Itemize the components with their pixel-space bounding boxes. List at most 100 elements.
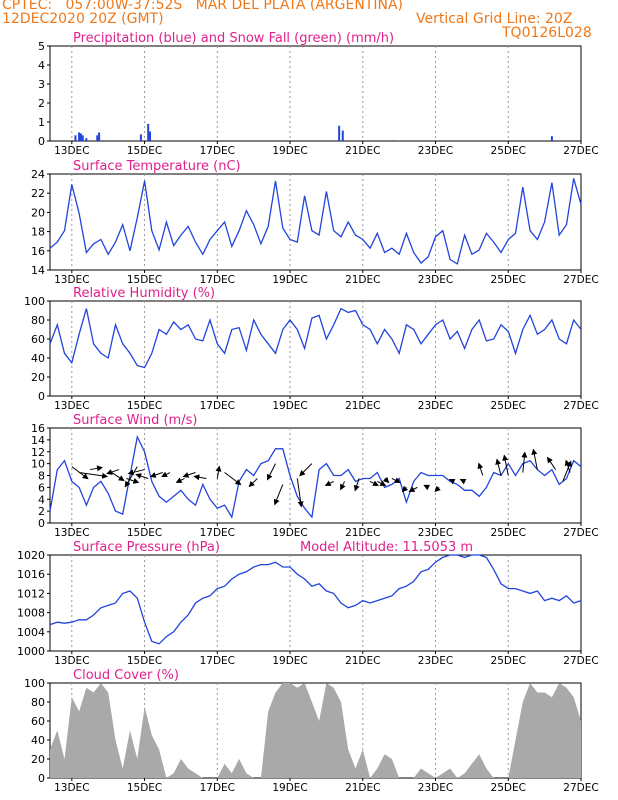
precip-xtick-label: 13DEC bbox=[54, 145, 89, 157]
wind-vector-arrow bbox=[382, 476, 390, 484]
wind-ytick-label: 6 bbox=[38, 481, 45, 494]
temp-xtick-label: 19DEC bbox=[272, 274, 307, 286]
temp-ytick-label: 22 bbox=[31, 187, 45, 200]
pressure-title: Surface Pressure (hPa) bbox=[73, 540, 220, 555]
cloud-ytick-label: 100 bbox=[24, 677, 45, 690]
pressure-frame bbox=[49, 554, 582, 652]
wind-vector-arrow bbox=[111, 472, 125, 482]
wind-vector-arrow bbox=[531, 448, 538, 470]
wind-vector-arrow bbox=[391, 477, 401, 483]
wind-vector-arrow bbox=[124, 466, 138, 488]
wind-vector-arrow bbox=[564, 459, 571, 473]
rh-xtick-label: 25DEC bbox=[491, 400, 526, 412]
pressure-xtick-label: 13DEC bbox=[54, 655, 89, 667]
wind-vector-arrow bbox=[267, 463, 276, 481]
wind-vector-arrow bbox=[149, 472, 163, 478]
wind-ytick-label: 0 bbox=[38, 517, 45, 530]
header-model-id: TQ0126L028 bbox=[502, 25, 592, 41]
pressure-xtick-label: 23DEC bbox=[418, 655, 453, 667]
cloud-xtick-label: 21DEC bbox=[345, 782, 380, 794]
temp-ytick-label: 18 bbox=[31, 226, 45, 239]
pressure-ytick-label: 1012 bbox=[17, 587, 45, 600]
pressure-annotation: Model Altitude: 11.5053 m bbox=[300, 540, 473, 555]
wind-vector-arrow bbox=[502, 454, 509, 476]
wind-xtick-label: 27DEC bbox=[563, 527, 598, 539]
temp-ytick-label: 24 bbox=[31, 168, 45, 181]
wind-vector-arrow bbox=[340, 481, 346, 491]
temp-xtick-label: 21DEC bbox=[345, 274, 380, 286]
precip-bar bbox=[338, 125, 341, 141]
precip-bar bbox=[98, 132, 101, 141]
wind-vector-arrow bbox=[193, 474, 207, 481]
snow-bar bbox=[310, 140, 313, 141]
precip-bar bbox=[79, 133, 82, 141]
temp-xtick-label: 15DEC bbox=[127, 274, 162, 286]
precip-ytick-label: 3 bbox=[38, 78, 45, 91]
temp-xtick-label: 25DEC bbox=[491, 274, 526, 286]
wind-vector-arrow bbox=[175, 477, 185, 483]
wind-xtick-label: 17DEC bbox=[200, 527, 235, 539]
wind-ytick-label: 16 bbox=[31, 422, 45, 435]
precip-ytick-label: 4 bbox=[38, 59, 45, 72]
precip-xtick-label: 21DEC bbox=[345, 145, 380, 157]
precip-bar bbox=[341, 130, 344, 141]
cloud-ytick-label: 60 bbox=[31, 715, 45, 728]
precip-bar bbox=[147, 123, 150, 141]
wind-vector-arrow bbox=[127, 469, 145, 476]
cloud-xtick-label: 25DEC bbox=[491, 782, 526, 794]
cloud-xtick-label: 15DEC bbox=[127, 782, 162, 794]
wind-line bbox=[49, 434, 582, 519]
snow-bar bbox=[561, 140, 564, 141]
precip-xtick-label: 23DEC bbox=[418, 145, 453, 157]
wind-vector-arrow bbox=[248, 478, 258, 488]
wind-vector-arrow bbox=[126, 477, 140, 484]
cloud-xtick-label: 23DEC bbox=[418, 782, 453, 794]
temp-ytick-label: 14 bbox=[31, 264, 45, 277]
cloud-ytick-label: 20 bbox=[31, 753, 45, 766]
pressure-xtick-label: 21DEC bbox=[345, 655, 380, 667]
wind-vector-arrow bbox=[353, 478, 360, 492]
wind-ytick-label: 12 bbox=[31, 446, 45, 459]
cloud-title: Cloud Cover (%) bbox=[73, 668, 179, 683]
precip-ytick-label: 0 bbox=[38, 135, 45, 148]
cloud-ytick-label: 80 bbox=[31, 696, 45, 709]
precip-bar bbox=[96, 135, 99, 141]
rh-title: Relative Humidity (%) bbox=[73, 286, 215, 301]
rh-xtick-label: 13DEC bbox=[54, 400, 89, 412]
cloud-xtick-label: 17DEC bbox=[200, 782, 235, 794]
wind-vector-arrow bbox=[224, 472, 242, 486]
precip-ytick-label: 2 bbox=[38, 97, 45, 110]
pressure-xtick-label: 27DEC bbox=[563, 655, 598, 667]
wind-title: Surface Wind (m/s) bbox=[73, 413, 197, 428]
wind-vector-arrow bbox=[324, 480, 334, 486]
wind-ytick-label: 10 bbox=[31, 458, 45, 471]
snow-bar bbox=[398, 140, 401, 141]
wind-vector-arrow bbox=[495, 458, 502, 476]
precip-bar bbox=[85, 138, 88, 141]
precip-xtick-label: 27DEC bbox=[563, 145, 598, 157]
wind-vector-arrow bbox=[401, 485, 409, 493]
temp-xtick-label: 13DEC bbox=[54, 274, 89, 286]
rh-ytick-label: 80 bbox=[31, 314, 45, 327]
precip-bar bbox=[81, 135, 84, 141]
wind-xtick-label: 13DEC bbox=[54, 527, 89, 539]
wind-vector-arrow bbox=[546, 456, 556, 470]
precip-xtick-label: 17DEC bbox=[200, 145, 235, 157]
rh-ytick-label: 0 bbox=[38, 390, 45, 403]
temp-line bbox=[49, 178, 582, 265]
temp-frame bbox=[49, 173, 582, 271]
precip-ytick-label: 1 bbox=[38, 116, 45, 129]
temp-ytick-label: 20 bbox=[31, 206, 45, 219]
pressure-ytick-label: 1020 bbox=[17, 549, 45, 562]
wind-xtick-label: 19DEC bbox=[272, 527, 307, 539]
cloud-xtick-label: 27DEC bbox=[563, 782, 598, 794]
wind-vector-arrow bbox=[434, 485, 441, 493]
header-datetime: 12DEC2020 20Z (GMT) bbox=[2, 11, 164, 27]
wind-vector-arrow bbox=[377, 480, 387, 486]
header-station: CPTEC: 057:00W-37:52S MAR DEL PLATA (ARG… bbox=[2, 0, 404, 13]
wind-vector-arrow bbox=[89, 465, 103, 472]
precip-bar bbox=[149, 131, 152, 141]
cloud-ytick-label: 0 bbox=[38, 772, 45, 785]
wind-vector-arrow bbox=[215, 465, 222, 479]
